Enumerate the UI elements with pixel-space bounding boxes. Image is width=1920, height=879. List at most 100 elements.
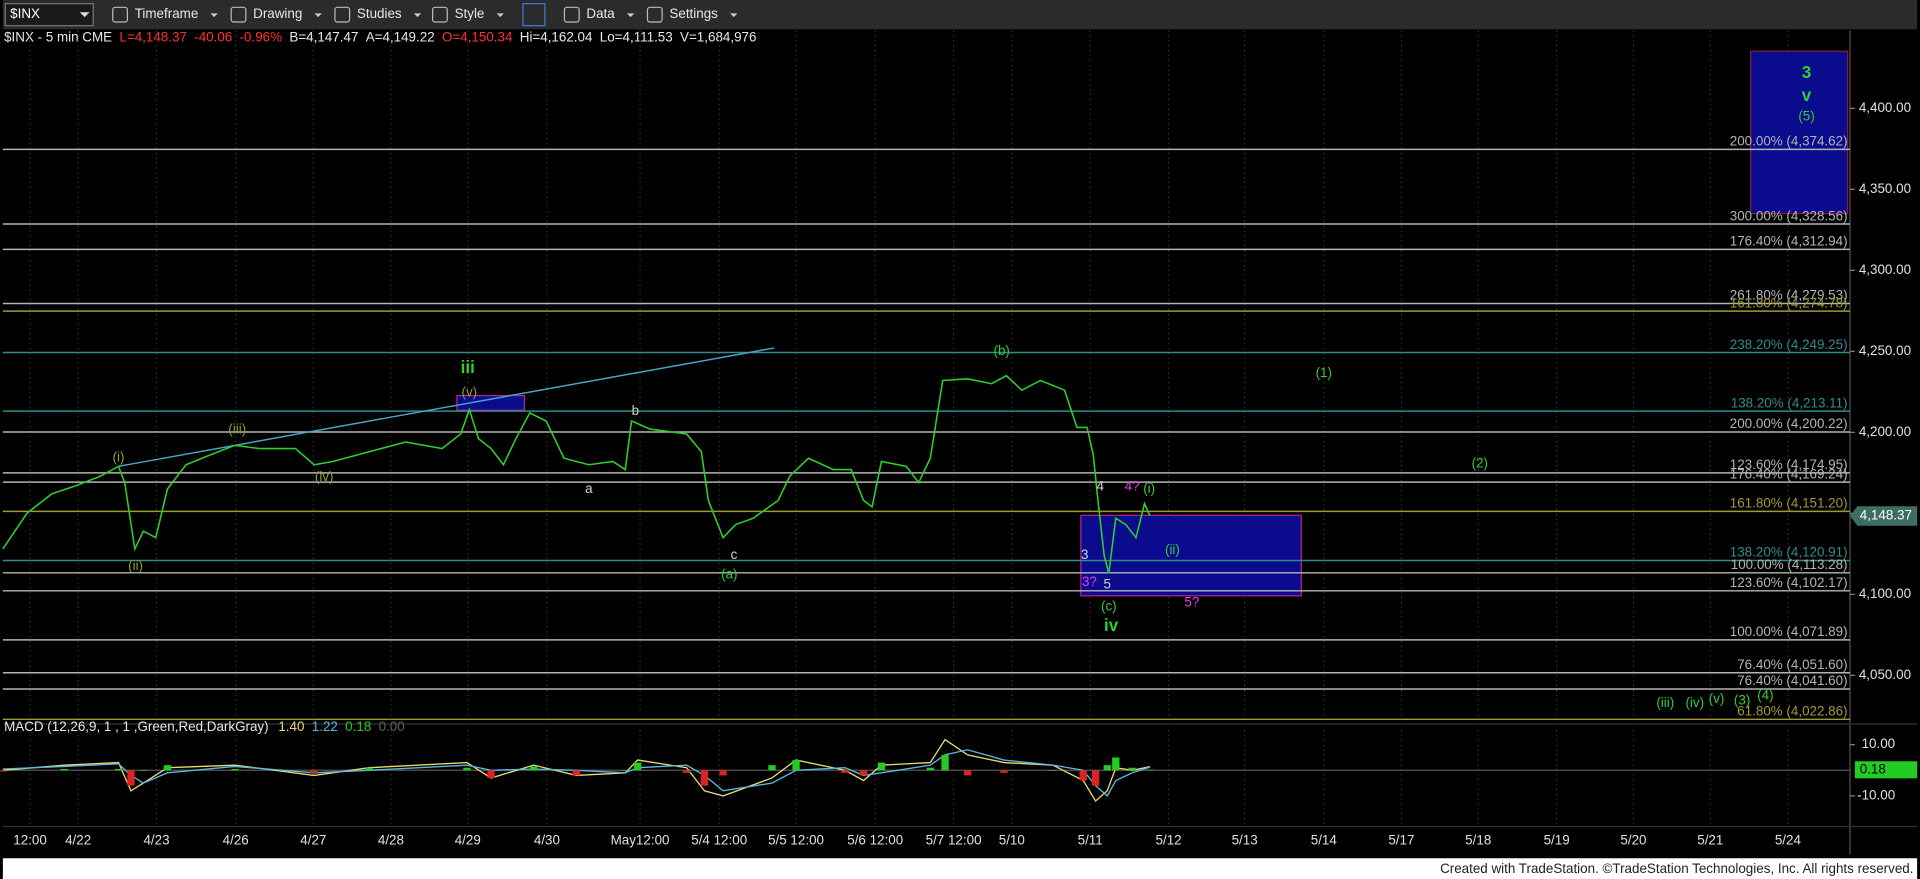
x-tick-label: May12:00 [611, 833, 670, 848]
header-field: $INX - 5 min CME [4, 29, 112, 44]
fib-label: 261.80% (4,279.53) [1730, 288, 1848, 303]
menu-icon [563, 6, 580, 23]
x-tick-label: 5/6 12:00 [847, 833, 903, 848]
toolbar-icon [522, 3, 546, 27]
wave-label: (iii) [1656, 695, 1674, 710]
header-field: O=4,150.34 [442, 29, 513, 44]
wave-label: (iii) [228, 421, 246, 436]
wave-label: (3) [1734, 692, 1750, 707]
wave-label: (iv) [1685, 695, 1704, 710]
footer-bar [2, 858, 1918, 879]
x-tick-label: 5/5 12:00 [768, 833, 824, 848]
y-tick-label: -10.00 [1857, 787, 1895, 802]
histogram-bar [60, 768, 68, 771]
y-tick-label: 4,200.00 [1859, 424, 1911, 439]
histogram-bar [127, 770, 135, 786]
x-tick-label: 5/7 12:00 [926, 833, 982, 848]
wave-label: (c) [1101, 598, 1117, 613]
wave-label: 3 [1081, 547, 1088, 562]
menu-icon [646, 6, 663, 23]
x-tick-label: 5/13 [1232, 833, 1258, 848]
fib-label: 100.00% (4,113.28) [1731, 557, 1848, 572]
histogram-bar [1000, 770, 1008, 773]
last-price-tag [1849, 506, 1918, 526]
caret [413, 13, 422, 18]
menu-icon [334, 6, 351, 23]
histogram-bar [139, 770, 148, 771]
wave-label: 5 [1104, 576, 1111, 591]
x-tick-label: 4/28 [378, 833, 404, 848]
wave-label: (i) [1143, 481, 1155, 496]
histogram-bar [1146, 769, 1154, 771]
menu-item[interactable]: Data [586, 6, 615, 21]
last-value-tag [1854, 761, 1918, 779]
wave-label: (iv) [315, 469, 334, 484]
wave-label: iv [1104, 616, 1119, 635]
wave-label: iii [461, 358, 475, 377]
histogram-bar [768, 765, 776, 771]
menu-item[interactable]: Style [455, 6, 485, 21]
macd-line [2, 749, 1151, 797]
x-tick-label: 5/12 [1156, 833, 1182, 848]
fib-label: 61.80% (4,022.86) [1737, 704, 1847, 719]
caret [730, 13, 738, 18]
histogram-bar [1128, 767, 1136, 771]
caret [79, 12, 90, 18]
header-field: -40.06 [194, 29, 232, 44]
histogram-bar [941, 754, 949, 771]
histogram-bar [792, 760, 800, 771]
histogram-bar [877, 762, 886, 771]
menu-item[interactable]: Settings [669, 6, 718, 21]
histogram-bar [634, 762, 642, 771]
target-zone [1080, 514, 1302, 597]
header-field: -0.96% [240, 29, 283, 44]
histogram-bar [572, 770, 581, 776]
last-price-label: 4,148.37 [1860, 508, 1912, 523]
histogram-bar [463, 767, 471, 771]
macd-readout: 0.18 [345, 719, 371, 734]
x-tick-label: 5/19 [1544, 833, 1570, 848]
x-tick-label: 5/20 [1620, 833, 1646, 848]
wave-label: (i) [113, 449, 125, 464]
y-tick-label: 10.00 [1862, 736, 1896, 751]
histogram-bar [1103, 765, 1111, 771]
last-value-label: 0.18 [1860, 761, 1886, 776]
histogram-bar [621, 770, 629, 771]
symbol[interactable]: $INX [10, 6, 40, 21]
fib-label: 76.40% (4,051.60) [1737, 657, 1847, 672]
x-tick-label: 5/21 [1697, 833, 1723, 848]
histogram-bar [310, 770, 318, 773]
wave-label: (a) [721, 567, 737, 582]
fib-label: 123.60% (4,102.17) [1730, 575, 1848, 590]
macd-line [2, 738, 1151, 803]
symbol-box[interactable] [4, 3, 94, 27]
wave-label: 3 [1802, 63, 1812, 82]
header-field: L=4,148.37 [119, 29, 186, 44]
header-field: V=1,684,976 [680, 29, 756, 44]
menu-item[interactable]: Timeframe [135, 6, 199, 21]
fib-label: 238.20% (4,249.25) [1730, 337, 1848, 352]
fib-label: 138.20% (4,213.11) [1731, 395, 1848, 410]
histogram-bar [1091, 770, 1100, 786]
fib-label: 161.80% (4,151.20) [1730, 496, 1848, 511]
header-field: B=4,147.47 [289, 29, 358, 44]
fib-label: 138.20% (4,120.91) [1730, 545, 1848, 560]
wave-label: (v) [1709, 691, 1725, 706]
x-tick-label: 4/22 [65, 833, 91, 848]
histogram-bar [926, 767, 934, 771]
wave-label: v [1802, 86, 1812, 105]
x-tick-label: 5/18 [1465, 833, 1491, 848]
histogram-bar [530, 766, 538, 771]
menu-item[interactable]: Drawing [253, 6, 302, 21]
wave-label: 5? [1184, 595, 1199, 610]
macd-readout: 1.40 [278, 719, 304, 734]
x-tick-label: 4/23 [143, 833, 169, 848]
histogram-bar [365, 767, 373, 771]
footer: Created with TradeStation. ©TradeStation… [1440, 861, 1913, 876]
caret [210, 13, 218, 18]
wave-label: (4) [1757, 687, 1773, 702]
fib-label: 176.40% (4,169.24) [1730, 466, 1848, 481]
header-field: Hi=4,162.04 [520, 29, 593, 44]
menu-item[interactable]: Studies [357, 6, 402, 21]
